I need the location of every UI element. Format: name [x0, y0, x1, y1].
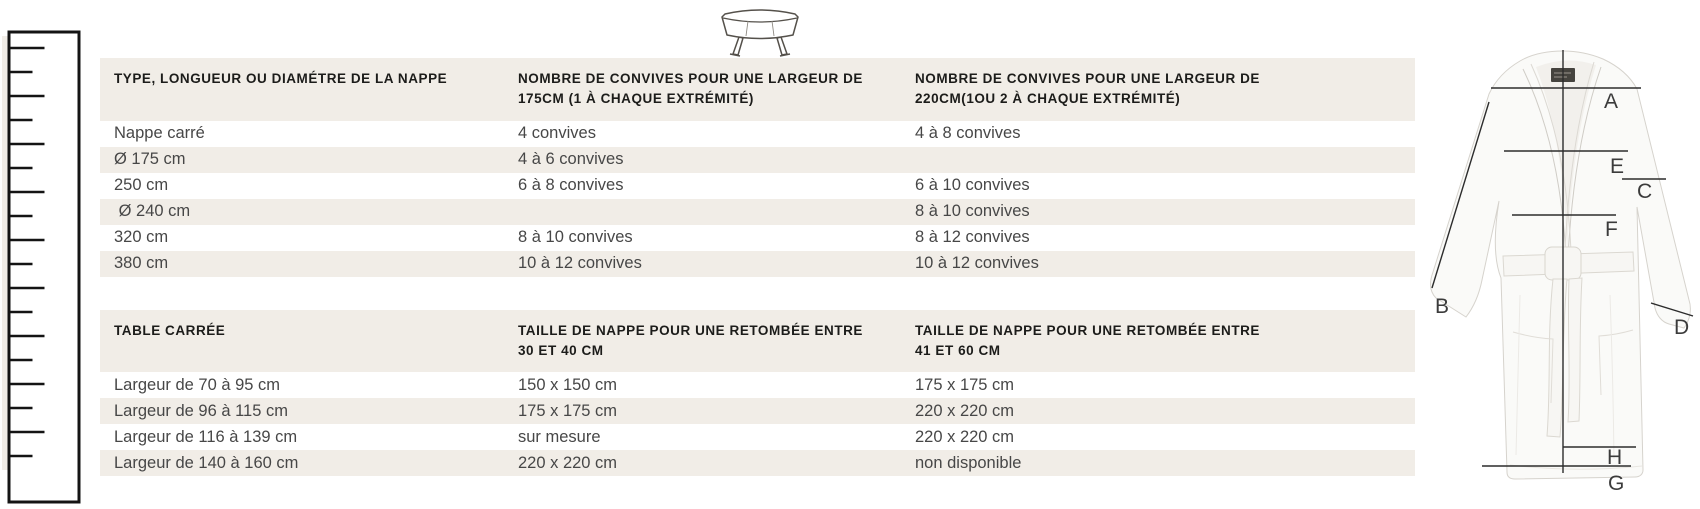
cell-convives-220: 8 à 12 convives — [915, 228, 1030, 246]
column-header: TYPE, LONGUEUR OU DIAMÉTRE DE LA NAPPE — [114, 71, 448, 86]
cell-retombee-30-40: sur mesure — [518, 427, 601, 446]
column-header: TAILLE DE NAPPE POUR UNE RETOMBÉE ENTRE … — [915, 322, 1260, 358]
measure-line-d — [1650, 302, 1694, 317]
cell-convives-175: 8 à 10 convives — [518, 228, 633, 246]
cell-largeur: Largeur de 140 à 160 cm — [114, 453, 299, 472]
cell-convives-175: 6 à 8 convives — [518, 176, 624, 194]
cell-retombee-30-40: 150 x 150 cm — [518, 375, 618, 394]
table-row: Largeur de 140 à 160 cm 220 x 220 cm non… — [100, 450, 1415, 476]
measure-line-b — [1431, 101, 1490, 289]
tablecloth-icon — [708, 2, 812, 60]
ruler-graphic — [2, 30, 81, 504]
table-convives-header: TYPE, LONGUEUR OU DIAMÉTRE DE LA NAPPE N… — [100, 58, 1415, 121]
cell-retombee-30-40: 220 x 220 cm — [518, 453, 618, 472]
table-convives: TYPE, LONGUEUR OU DIAMÉTRE DE LA NAPPE N… — [100, 58, 1415, 277]
measure-label-h: H — [1607, 446, 1622, 469]
table-row: 250 cm 6 à 8 convives 6 à 10 convives — [100, 173, 1415, 199]
measure-label-f: F — [1605, 218, 1618, 241]
table-row: Nappe carré 4 convives 4 à 8 convives — [100, 121, 1415, 147]
table-carree-body: Largeur de 70 à 95 cm 150 x 150 cm 175 x… — [100, 372, 1415, 476]
cell-type: 380 cm — [114, 254, 169, 272]
measure-label-b: B — [1435, 295, 1449, 318]
cell-convives-175: 10 à 12 convives — [518, 254, 642, 272]
table-row: Ø 240 cm 8 à 10 convives — [100, 198, 1415, 225]
column-header: TABLE CARRÉE — [114, 322, 226, 338]
cell-convives-220: 4 à 8 convives — [915, 124, 1021, 142]
column-header: TAILLE DE NAPPE POUR UNE RETOMBÉE ENTRE … — [518, 322, 863, 358]
table-row: Largeur de 70 à 95 cm 150 x 150 cm 175 x… — [100, 372, 1415, 398]
measure-label-g: G — [1608, 472, 1624, 495]
cell-type: Ø 175 cm — [114, 150, 186, 168]
table-row: 380 cm 10 à 12 convives 10 à 12 convives — [100, 250, 1415, 277]
table-convives-body: Nappe carré 4 convives 4 à 8 convives Ø … — [100, 121, 1415, 277]
cell-retombee-41-60: non disponible — [915, 453, 1022, 472]
cell-convives-175: 4 convives — [518, 124, 596, 142]
column-header: NOMBRE DE CONVIVES POUR UNE LARGEUR DE 2… — [915, 71, 1260, 107]
cell-type: Nappe carré — [114, 124, 205, 142]
cell-convives-220: 10 à 12 convives — [915, 254, 1039, 272]
cell-retombee-41-60: 220 x 220 cm — [915, 427, 1015, 446]
cell-retombee-30-40: 175 x 175 cm — [518, 401, 618, 420]
cell-convives-220: 6 à 10 convives — [915, 176, 1030, 194]
bathrobe-graphic: A B C D E F G H — [1430, 50, 1694, 495]
cell-largeur: Largeur de 96 à 115 cm — [114, 401, 288, 420]
cell-retombee-41-60: 175 x 175 cm — [915, 375, 1015, 394]
table-row: Largeur de 116 à 139 cm sur mesure 220 x… — [100, 424, 1415, 450]
cell-type: Ø 240 cm — [114, 202, 191, 220]
table-row: Ø 175 cm 4 à 6 convives — [100, 146, 1415, 173]
ruler-icon — [2, 26, 88, 508]
size-guide-tables: TYPE, LONGUEUR OU DIAMÉTRE DE LA NAPPE N… — [100, 58, 1415, 476]
measure-label-e: E — [1610, 155, 1624, 178]
table-carree: TABLE CARRÉE TAILLE DE NAPPE POUR UNE RE… — [100, 309, 1415, 476]
cell-type: 250 cm — [114, 176, 169, 194]
cell-convives-175: 4 à 6 convives — [518, 150, 624, 168]
measure-label-a: A — [1604, 90, 1618, 113]
measure-label-c: C — [1637, 180, 1652, 203]
table-carree-header: TABLE CARRÉE TAILLE DE NAPPE POUR UNE RE… — [100, 309, 1415, 372]
measure-label-d: D — [1674, 316, 1689, 339]
measurement-lines — [1431, 50, 1694, 473]
column-header: NOMBRE DE CONVIVES POUR UNE LARGEUR DE 1… — [518, 71, 863, 107]
tablecloth-graphic — [721, 9, 799, 57]
table-row: Largeur de 96 à 115 cm 175 x 175 cm 220 … — [100, 398, 1415, 424]
cell-largeur: Largeur de 116 à 139 cm — [114, 427, 298, 446]
cell-retombee-41-60: 220 x 220 cm — [915, 401, 1015, 420]
cell-convives-220: 8 à 10 convives — [915, 202, 1030, 220]
bathrobe-measurement-diagram: A B C D E F G H — [1420, 45, 1700, 509]
cell-largeur: Largeur de 70 à 95 cm — [114, 375, 281, 394]
cell-type: 320 cm — [114, 228, 169, 246]
table-row: 320 cm 8 à 10 convives 8 à 12 convives — [100, 225, 1415, 251]
